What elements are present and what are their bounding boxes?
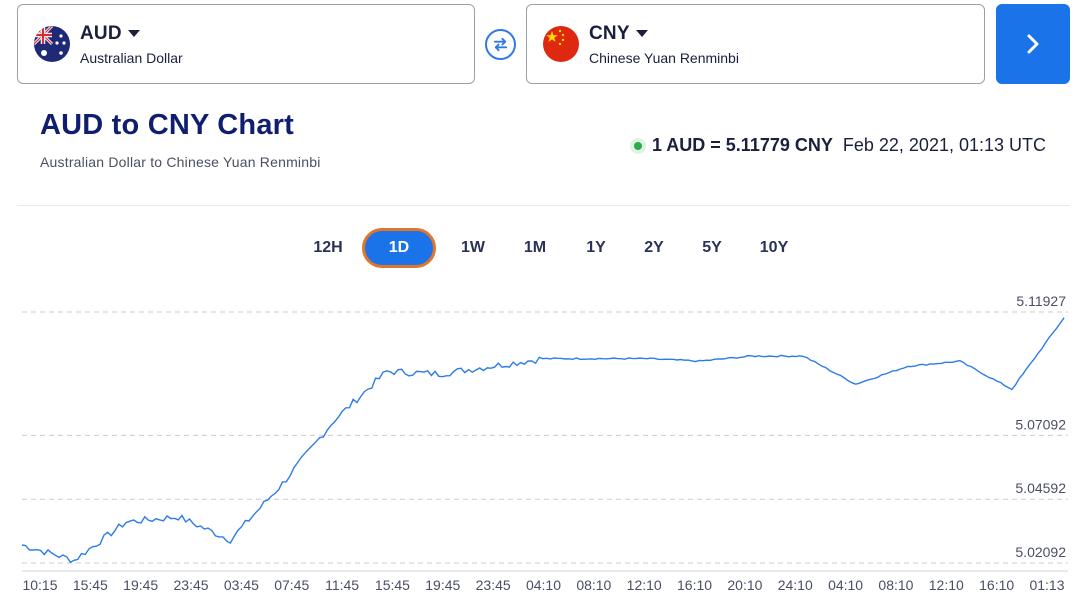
x-tick-label: 11:45 [325,577,359,593]
to-currency-selector[interactable]: CNY Chinese Yuan Renminbi [526,4,985,84]
chart-title: AUD to CNY Chart [40,109,295,141]
x-tick-label: 07:45 [274,577,309,593]
y-tick-label: 5.02092 [1015,544,1066,560]
series-line [21,317,1065,564]
period-tab-1y[interactable]: 1Y [586,239,606,256]
period-tab-5y[interactable]: 5Y [702,239,722,256]
period-tab-1d[interactable]: 1D [362,228,436,268]
x-tick-label: 24:10 [778,577,813,593]
exchange-rate-chart: 5.11927 5.07092 5.04592 5.02092 10:15 15:45 19… [21,293,1068,593]
swap-currencies-button[interactable] [485,29,516,60]
swap-arrows-icon [493,37,508,52]
period-tab-1w[interactable]: 1W [461,239,485,256]
to-currency-name: Chinese Yuan Renminbi [589,49,739,66]
period-tab-12h[interactable]: 12H [313,239,343,256]
x-tick-label: 04:10 [828,577,863,593]
x-tick-label: 08:10 [878,577,913,593]
chevron-down-icon [127,30,140,37]
to-currency-code: CNY [589,22,630,44]
from-currency-selector[interactable]: AUD Australian Dollar [17,4,475,84]
x-tick-label: 01:13 [1029,577,1064,593]
china-flag-icon [543,26,579,62]
x-tick-label: 19:45 [425,577,460,593]
x-tick-label: 04:10 [526,577,561,593]
chevron-down-icon [635,30,648,37]
period-tabs: 12H 1D 1W 1M 1Y 2Y 5Y 10Y [300,226,806,270]
live-rate: 1 AUD = 5.11779 CNY Feb 22, 2021, 01:13 … [629,135,1046,156]
rate-timestamp: Feb 22, 2021, 01:13 UTC [842,135,1046,155]
x-tick-label: 15:45 [375,577,410,593]
x-tick-label: 10:15 [22,577,57,593]
x-tick-label: 19:45 [123,577,158,593]
x-tick-label: 16:10 [979,577,1014,593]
from-currency-name: Australian Dollar [80,49,183,66]
from-currency-code: AUD [80,22,122,44]
period-tab-1m[interactable]: 1M [523,239,547,256]
x-tick-label: 03:45 [224,577,259,593]
y-tick-label: 5.04592 [1015,480,1066,496]
x-tick-label: 12:10 [929,577,964,593]
y-tick-label: 5.11927 [1016,293,1066,309]
chevron-right-icon [1027,34,1039,54]
x-tick-label: 20:10 [727,577,762,593]
divider [17,205,1070,206]
convert-button[interactable] [996,4,1070,84]
y-tick-label: 5.07092 [1015,416,1066,432]
period-tab-10y[interactable]: 10Y [759,239,789,256]
period-tab-2y[interactable]: 2Y [644,239,664,256]
x-tick-label: 23:45 [476,577,511,593]
x-tick-label: 23:45 [174,577,209,593]
live-indicator-icon [629,137,646,154]
x-tick-label: 15:45 [73,577,108,593]
x-tick-label: 08:10 [576,577,611,593]
australia-flag-icon [34,26,70,62]
x-tick-label: 12:10 [627,577,662,593]
rate-value: 1 AUD = 5.11779 CNY [651,135,833,155]
x-tick-label: 16:10 [677,577,712,593]
chart-subtitle: Australian Dollar to Chinese Yuan Renmin… [40,154,321,170]
